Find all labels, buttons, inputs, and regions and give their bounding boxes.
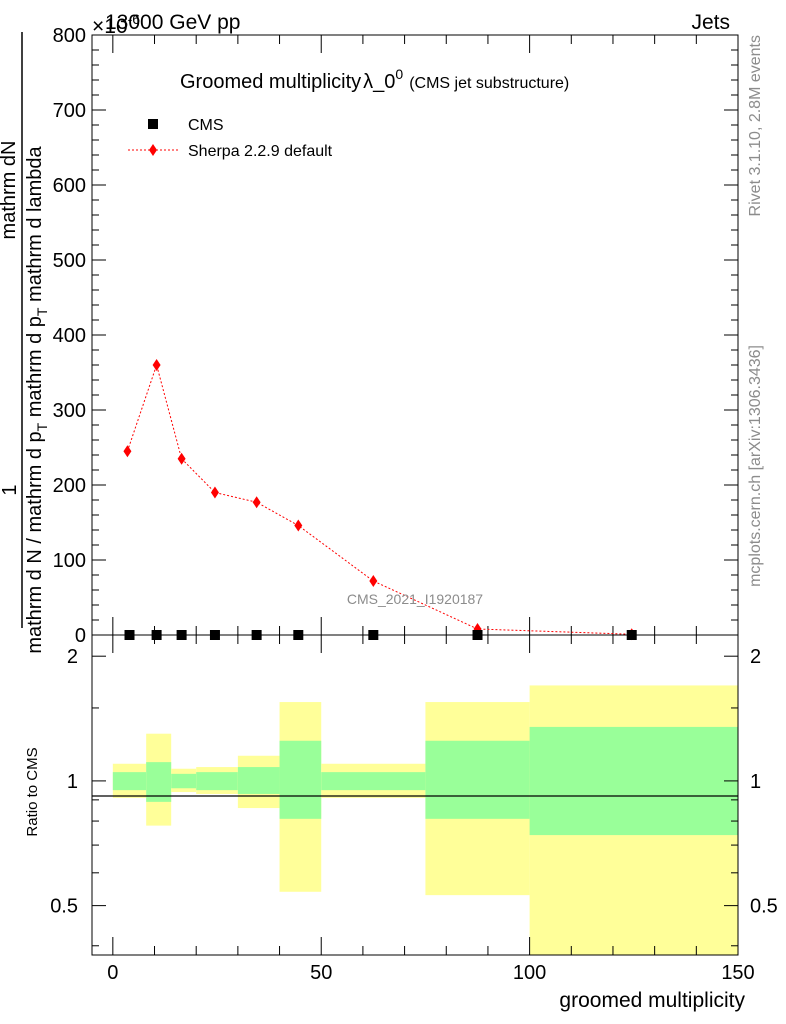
main-ytick-label: 600 bbox=[53, 175, 86, 197]
chart-title: Groomed multiplicity λ_00(CMS jet substru… bbox=[180, 66, 569, 93]
ratio-inner-band bbox=[279, 740, 322, 819]
x-tick-label: 100 bbox=[513, 962, 546, 984]
sherpa-point bbox=[210, 486, 219, 499]
ratio-ytick-label-right: 2 bbox=[750, 646, 761, 668]
sherpa-point bbox=[294, 519, 303, 532]
x-tick-label: 50 bbox=[310, 962, 332, 984]
ratio-ylabel: Ratio to CMS bbox=[24, 747, 41, 836]
ratio-plot-frame bbox=[91, 634, 739, 956]
sherpa-point bbox=[177, 452, 186, 465]
main-ytick-label: 200 bbox=[53, 475, 86, 497]
x-axis-label: groomed multiplicity bbox=[559, 989, 745, 1012]
x-tick-label: 150 bbox=[721, 962, 754, 984]
ylabel-denominator: mathrm d N / mathrm d pT mathrm d pT mat… bbox=[24, 145, 50, 653]
sherpa-point bbox=[369, 575, 378, 587]
ratio-inner-band bbox=[171, 773, 197, 789]
ratio-inner-band bbox=[529, 726, 738, 836]
sherpa-point bbox=[152, 359, 161, 371]
ratio-inner-band bbox=[196, 772, 238, 791]
main-ytick-label: 700 bbox=[53, 100, 86, 122]
ratio-inner-band bbox=[112, 772, 147, 791]
sherpa-point bbox=[123, 445, 132, 458]
analysis-id: CMS_2021_I1920187 bbox=[347, 591, 483, 607]
sherpa-point bbox=[252, 496, 261, 509]
ratio-bands bbox=[112, 685, 738, 955]
x-tick-label: 0 bbox=[107, 962, 118, 984]
main-x-ticks bbox=[112, 35, 739, 635]
ratio-ytick-label-right: 1 bbox=[750, 771, 761, 793]
exponent-label: ×10-6 bbox=[92, 11, 140, 38]
main-ytick-label: 500 bbox=[53, 250, 86, 272]
ratio-ytick-label: 1 bbox=[67, 771, 78, 793]
main-ytick-label: 800 bbox=[53, 25, 86, 47]
legend-label-sherpa: Sherpa 2.2.9 default bbox=[188, 143, 333, 160]
legend-label-cms: CMS bbox=[188, 117, 224, 134]
ratio-ytick-label: 2 bbox=[67, 646, 78, 668]
ratio-ticks: 0.5 0.5 1 1 2 2 0 50 100 150 bbox=[50, 635, 778, 984]
legend-marker-cms bbox=[148, 119, 158, 129]
mcplots-label: mcplots.cern.ch [arXiv:1306.3436] bbox=[747, 345, 764, 587]
legend-marker-sherpa bbox=[149, 144, 157, 156]
ratio-ytick-label: 0.5 bbox=[50, 896, 78, 918]
ratio-inner-band bbox=[425, 740, 530, 819]
main-ytick-label: 100 bbox=[53, 550, 86, 572]
main-ylabel: 1 mathrm dN mathrm d N / mathrm d pT mat… bbox=[0, 32, 50, 654]
ratio-inner-band bbox=[237, 767, 280, 794]
legend: CMS Sherpa 2.2.9 default bbox=[128, 117, 333, 160]
ratio-ytick-label-right: 0.5 bbox=[750, 896, 778, 918]
main-ytick-label: 400 bbox=[53, 325, 86, 347]
ylabel-one: 1 bbox=[0, 484, 21, 495]
energy-label: 13000 GeV pp bbox=[105, 11, 240, 34]
ratio-inner-band bbox=[321, 772, 426, 791]
ratio-inner-band bbox=[146, 762, 172, 802]
main-ytick-label: 0 bbox=[75, 625, 86, 647]
ylabel-numerator: mathrm dN bbox=[0, 141, 20, 240]
main-y-ticks: 0 100 200 300 400 500 600 700 800 bbox=[53, 25, 738, 647]
process-label: Jets bbox=[691, 11, 730, 34]
main-ytick-label: 300 bbox=[53, 400, 86, 422]
rivet-label: Rivet 3.1.10, 2.8M events bbox=[747, 35, 764, 216]
